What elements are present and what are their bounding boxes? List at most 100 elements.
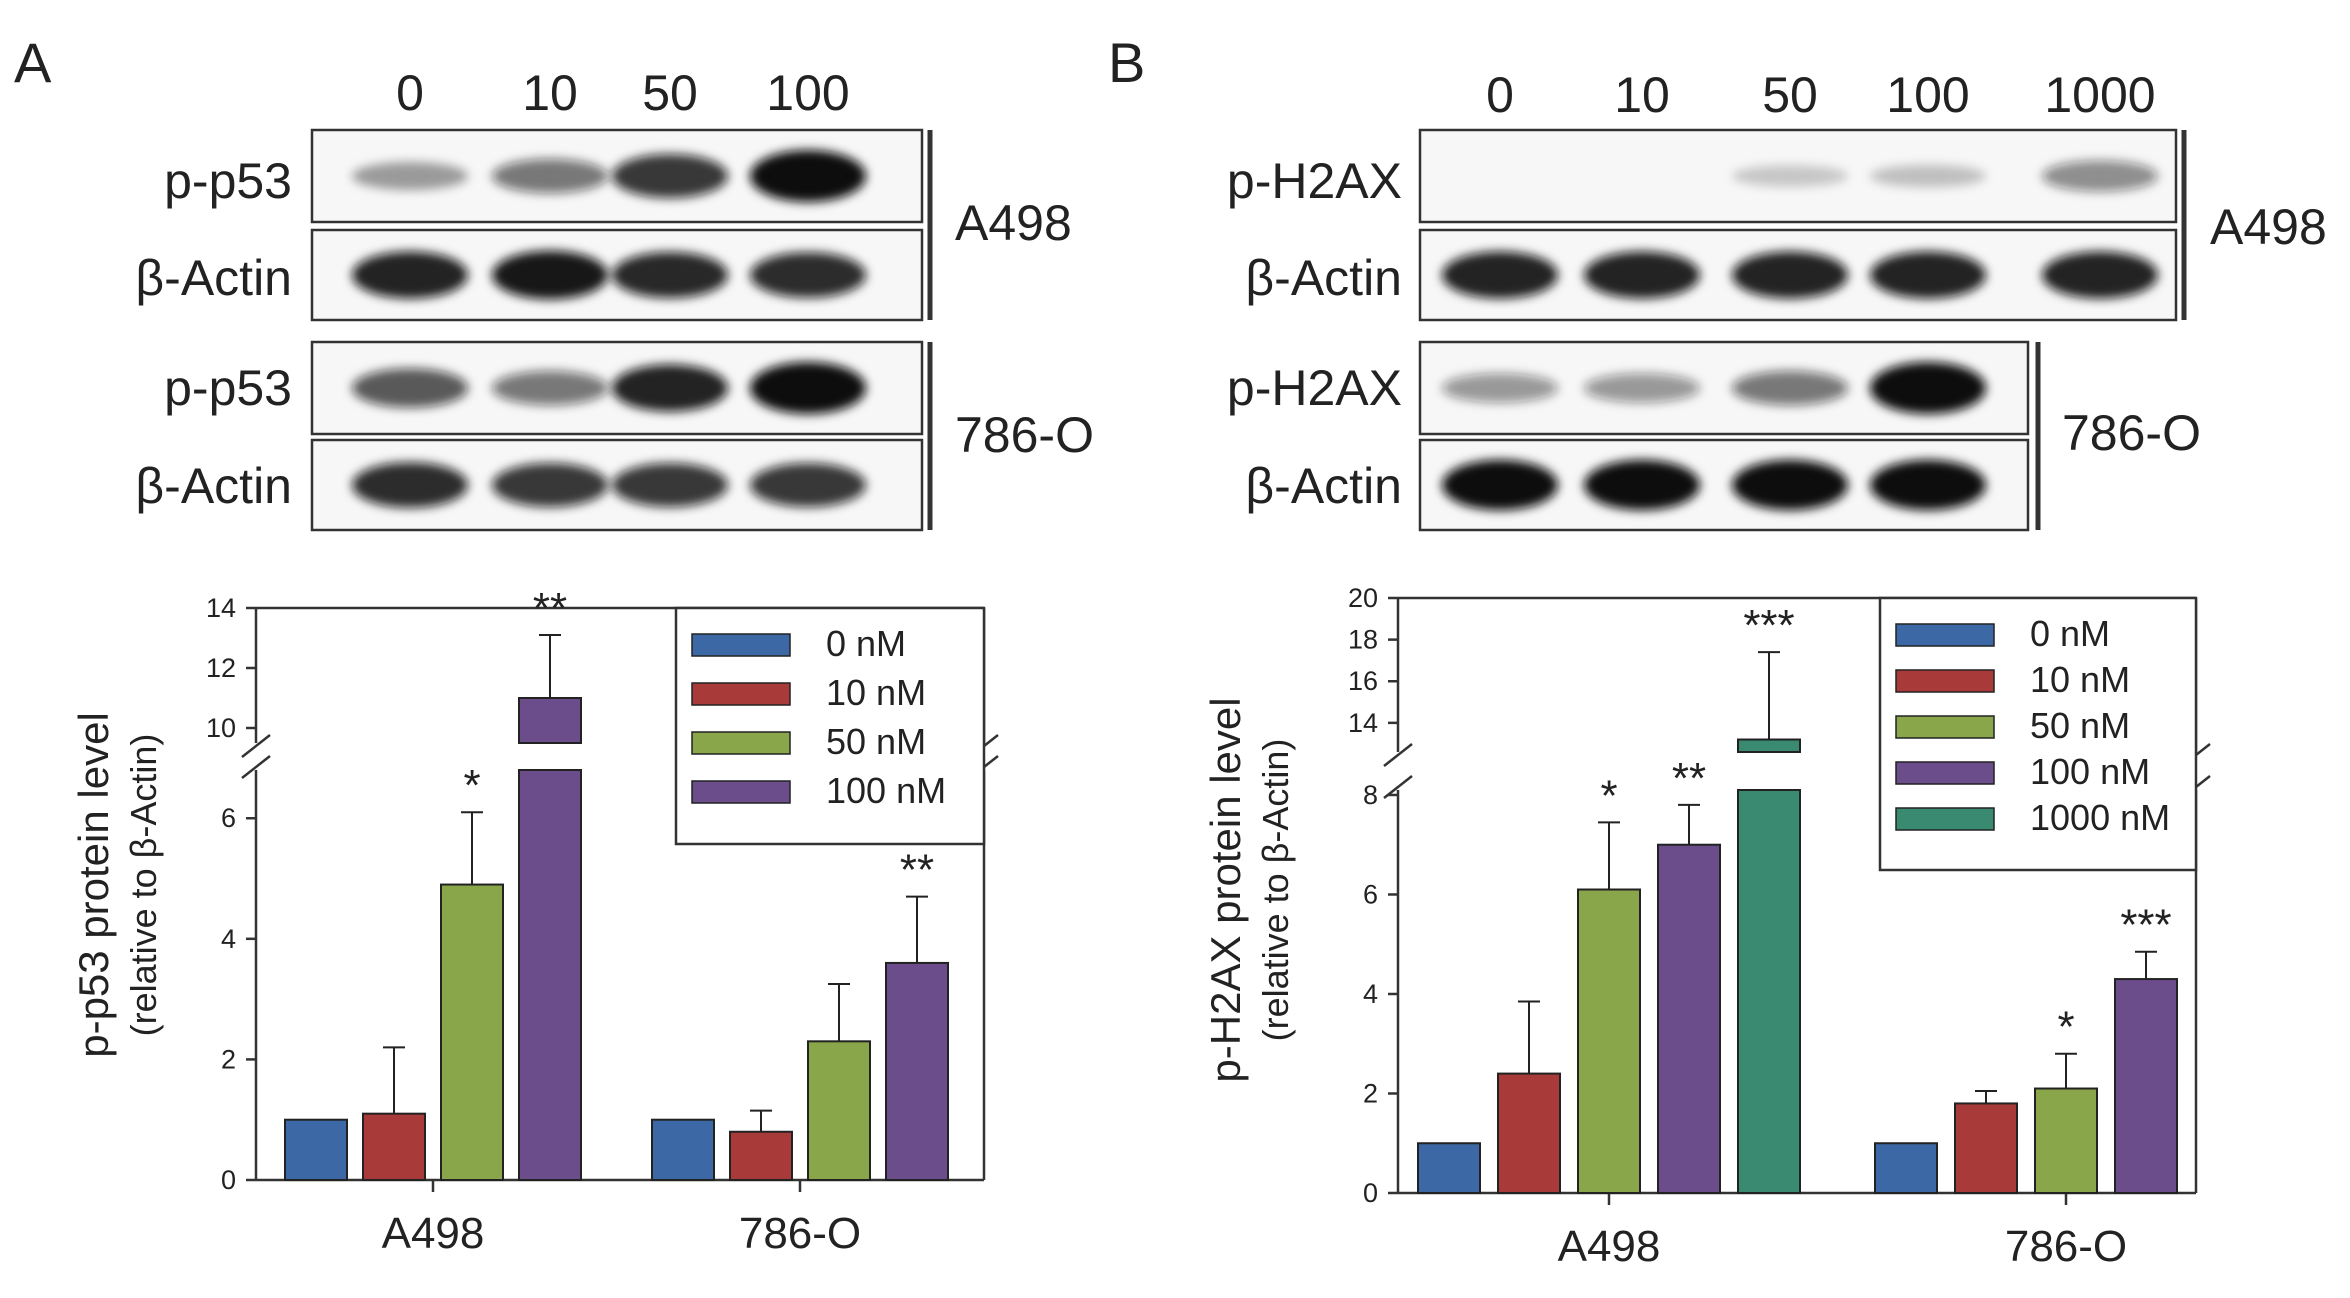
lane-labels-b: 0 10 50 100 1000 [1486,67,2156,123]
bar [1657,843,1721,1194]
legend-label: 100 nM [2030,751,2150,792]
blot-band [2042,160,2158,192]
blot-row-label: p-H2AX [1227,153,1402,209]
blot-band [1442,459,1558,511]
significance-label: *** [1743,601,1794,650]
blot-band [1584,373,1700,403]
blot-band [750,463,866,507]
bar [1737,789,1801,1194]
blot-band [612,463,728,507]
y-tick-label: 6 [1363,879,1378,909]
blot-row-label: β-Actin [1245,250,1402,306]
x-tick-label: 786-O [739,1209,861,1258]
y-tick-label: 0 [1363,1178,1378,1208]
axis-break-mark [241,755,271,779]
cell-line-label: 786-O [2062,405,2201,461]
blot-band [2042,251,2158,299]
bar [518,697,582,744]
y-tick-label: 12 [206,653,236,683]
blot-band [612,251,728,299]
blot-band [1732,459,1848,511]
blot-row-labels-a: p-p53 β-Actin p-p53 β-Actin [135,153,292,514]
bar [729,1130,793,1181]
blot-row-labels-b: p-H2AX β-Actin p-H2AX β-Actin [1227,153,1402,514]
blot-band [612,154,728,198]
lane-label: 50 [642,65,698,121]
y-tick-label: 2 [221,1044,236,1074]
y-tick-label: 6 [221,803,236,833]
blot-bands [352,150,2158,511]
legend-label: 10 nM [2030,659,2130,700]
y-tick-label: 16 [1348,666,1378,696]
bar [2034,1087,2098,1195]
blot-band [492,370,608,406]
chart-b-ylabel-2: (relative to β-Actin) [1255,739,1296,1042]
blot-band [1584,459,1700,511]
blot-band [1870,251,1986,299]
y-tick-label: 10 [206,713,236,743]
bar [440,883,504,1181]
bar [518,769,582,1181]
chart-b-ylabel: p-H2AX protein level [1202,697,1249,1082]
blot-band [492,158,608,194]
bar [362,1112,426,1182]
blot-row-label: β-Actin [1245,458,1402,514]
legend-swatch [691,682,791,706]
y-tick-label: 14 [1348,708,1378,738]
bar [284,1118,348,1182]
legend-swatch [1895,623,1995,647]
chart-a-ylabel-2: (relative to β-Actin) [123,734,164,1037]
blot-row-label: β-Actin [135,250,292,306]
legend-swatch [691,633,791,657]
y-tick-label: 0 [221,1165,236,1195]
blot-band [612,364,728,412]
y-tick-label: 2 [1363,1078,1378,1108]
axis-break-mark [1383,743,1413,767]
blot-band [352,251,468,299]
x-tick-label: A498 [382,1209,485,1258]
lane-label: 100 [766,65,849,121]
significance-label: * [2057,1003,2074,1052]
cell-line-label: A498 [2210,199,2327,255]
bar [885,961,949,1181]
blot-band [1732,165,1848,187]
legend-label: 0 nM [826,623,906,664]
blot-band [1870,164,1986,188]
blot-row-label: p-p53 [164,153,292,209]
y-tick-label: 4 [221,924,236,954]
lane-label: 10 [522,65,578,121]
axis-break-mark [241,734,271,758]
blot-row-label: β-Actin [135,458,292,514]
bar [2114,978,2178,1194]
legend-swatch [691,780,791,804]
significance-label: ** [1672,754,1706,803]
blot-band [1584,251,1700,299]
lane-label: 1000 [2044,67,2155,123]
panel-letter-a: A [14,31,52,94]
blot-band [352,162,468,190]
lane-label: 100 [1886,67,1969,123]
legend-swatch [1895,669,1995,693]
blot-band [1870,459,1986,511]
panel-letter-b: B [1108,31,1145,94]
blot-band [1732,370,1848,406]
legend-label: 0 nM [2030,613,2110,654]
significance-label: *** [2120,901,2171,950]
blot-row-label: p-p53 [164,360,292,416]
bar [651,1118,715,1182]
bar [1577,888,1641,1194]
blot-band [750,362,866,414]
significance-label: * [1600,771,1617,820]
bar [1874,1142,1938,1195]
blot-band [352,462,468,508]
blot-band [750,150,866,202]
blot-band [352,368,468,408]
lane-label: 10 [1614,67,1670,123]
bar [807,1040,871,1181]
lane-label: 0 [1486,67,1514,123]
blot-band [1732,251,1848,299]
legend-swatch [1895,761,1995,785]
blot-band [1870,362,1986,414]
